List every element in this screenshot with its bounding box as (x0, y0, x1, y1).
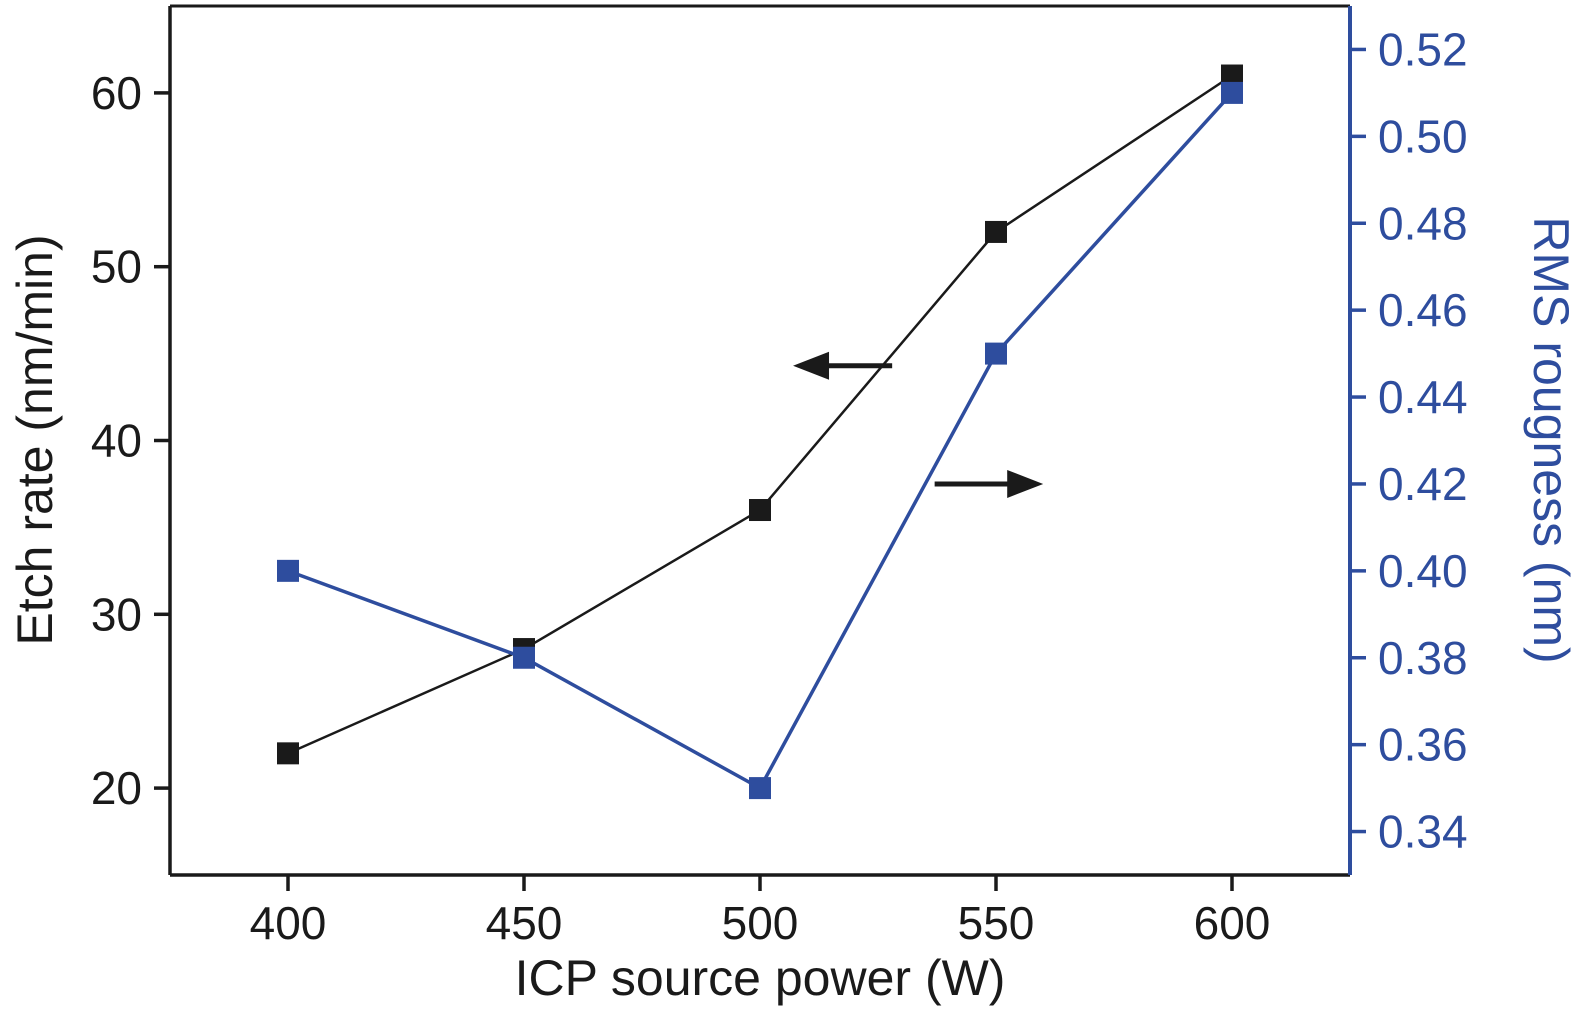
series-line-rms-roughness (287, 91, 1234, 791)
y-left-tick-label: 60 (91, 67, 142, 119)
y-right-tick-label: 0.52 (1378, 23, 1468, 75)
data-point-marker-etch-rate (1221, 64, 1243, 87)
data-point-marker-etch-rate (277, 742, 299, 765)
y-right-tick-label: 0.34 (1378, 806, 1468, 858)
data-point-marker-rms-roughness (985, 342, 1007, 365)
y-right-tick-label: 0.46 (1378, 284, 1468, 336)
data-point-marker-rms-roughness (749, 777, 771, 800)
y-left-tick-label: 50 (91, 241, 142, 293)
y-right-tick-label: 0.36 (1378, 719, 1468, 771)
chart-plot-area: 400 450 500 550 600 20 30 40 50 60 0.34 0.36 0.38 0.4… (91, 4, 1468, 949)
y-right-tick-label: 0.40 (1378, 545, 1468, 597)
x-axis-title: ICP source power (W) (515, 950, 1006, 1006)
x-tick-label: 600 (1194, 897, 1271, 949)
data-point-marker-rms-roughness (513, 646, 535, 669)
y-right-tick-label: 0.50 (1378, 110, 1468, 162)
y-right-tick-label: 0.44 (1378, 371, 1468, 423)
y-right-tick-label: 0.42 (1378, 458, 1468, 510)
x-tick-label: 500 (722, 897, 799, 949)
y-right-tick-label: 0.48 (1378, 197, 1468, 249)
data-point-marker-etch-rate (749, 499, 771, 522)
y-axis-right-title: RMS rougness (nm) (1523, 216, 1575, 663)
left-arrow-head (793, 351, 830, 380)
data-point-marker-rms-roughness (277, 559, 299, 582)
series-line-etch-rate (287, 74, 1233, 755)
data-point-marker-etch-rate (985, 220, 1007, 243)
y-left-tick-label: 40 (91, 415, 142, 467)
data-point-marker-rms-roughness (1221, 81, 1243, 104)
x-tick-label: 450 (486, 897, 563, 949)
y-axis-left-title: Etch rate (nm/min) (7, 234, 63, 645)
x-tick-label: 400 (250, 897, 327, 949)
y-right-tick-label: 0.38 (1378, 632, 1468, 684)
y-left-tick-label: 30 (91, 588, 142, 640)
x-tick-label: 550 (958, 897, 1035, 949)
y-left-tick-label: 20 (91, 762, 142, 814)
right-arrow-head (1007, 469, 1044, 498)
